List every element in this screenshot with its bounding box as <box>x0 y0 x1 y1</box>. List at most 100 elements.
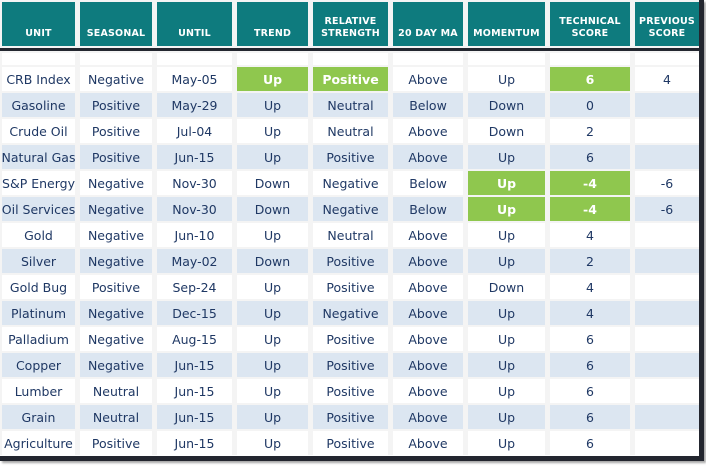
cell-momentum: Up <box>468 353 545 377</box>
spacer-cell-trend <box>237 53 308 65</box>
cell-technical_score: 0 <box>550 93 630 117</box>
cell-trend: Up <box>237 405 308 429</box>
header-cell-seasonal: SEASONAL <box>80 2 152 46</box>
cell-relative_strength: Positive <box>313 249 388 273</box>
cell-twenty_day_ma: Above <box>393 431 463 455</box>
cell-previous_score <box>635 353 699 377</box>
header-underline <box>0 48 699 51</box>
cell-previous_score <box>635 379 699 403</box>
cell-momentum: Down <box>468 93 545 117</box>
spacer-cell-previous_score <box>635 53 699 65</box>
header-cell-momentum: MOMENTUM <box>468 2 545 46</box>
cell-technical_score: 2 <box>550 119 630 143</box>
header-cell-technical_score: TECHNICAL SCORE <box>550 2 630 46</box>
cell-momentum: Down <box>468 119 545 143</box>
cell-seasonal: Negative <box>80 197 152 221</box>
header-cell-twenty_day_ma: 20 DAY MA <box>393 2 463 46</box>
cell-twenty_day_ma: Above <box>393 301 463 325</box>
cell-twenty_day_ma: Above <box>393 249 463 273</box>
cell-unit: Copper <box>2 353 75 377</box>
spacer-cell-relative_strength <box>313 53 388 65</box>
cell-unit: CRB Index <box>2 67 75 91</box>
cell-momentum: Up <box>468 431 545 455</box>
cell-seasonal: Neutral <box>80 405 152 429</box>
cell-momentum: Up <box>468 379 545 403</box>
cell-unit: Palladium <box>2 327 75 351</box>
cell-unit: Gold <box>2 223 75 247</box>
cell-momentum: Up <box>468 171 545 195</box>
cell-until: Sep-24 <box>157 275 232 299</box>
cell-seasonal: Positive <box>80 93 152 117</box>
header-cell-until: UNTIL <box>157 2 232 46</box>
cell-twenty_day_ma: Below <box>393 171 463 195</box>
cell-twenty_day_ma: Above <box>393 405 463 429</box>
cell-unit: Gasoline <box>2 93 75 117</box>
cell-seasonal: Positive <box>80 275 152 299</box>
cell-until: May-29 <box>157 93 232 117</box>
cell-twenty_day_ma: Above <box>393 67 463 91</box>
cell-until: Jun-15 <box>157 379 232 403</box>
cell-trend: Up <box>237 301 308 325</box>
cell-until: May-02 <box>157 249 232 273</box>
cell-until: Jun-15 <box>157 405 232 429</box>
cell-relative_strength: Negative <box>313 197 388 221</box>
spacer-cell-seasonal <box>80 53 152 65</box>
cell-trend: Down <box>237 249 308 273</box>
cell-seasonal: Positive <box>80 431 152 455</box>
cell-relative_strength: Negative <box>313 301 388 325</box>
cell-until: Jul-04 <box>157 119 232 143</box>
cell-technical_score: 6 <box>550 145 630 169</box>
cell-twenty_day_ma: Above <box>393 379 463 403</box>
cell-trend: Up <box>237 353 308 377</box>
cell-momentum: Up <box>468 301 545 325</box>
cell-momentum: Up <box>468 67 545 91</box>
cell-seasonal: Negative <box>80 327 152 351</box>
cell-seasonal: Negative <box>80 353 152 377</box>
cell-trend: Up <box>237 93 308 117</box>
cell-previous_score <box>635 223 699 247</box>
cell-momentum: Up <box>468 145 545 169</box>
header-cell-previous_score: PREVIOUS SCORE <box>635 2 699 46</box>
cell-until: May-05 <box>157 67 232 91</box>
spacer-cell-technical_score <box>550 53 630 65</box>
cell-until: Jun-10 <box>157 223 232 247</box>
cell-previous_score <box>635 249 699 273</box>
cell-relative_strength: Positive <box>313 379 388 403</box>
cell-relative_strength: Positive <box>313 67 388 91</box>
cell-relative_strength: Positive <box>313 405 388 429</box>
cell-unit: Agriculture <box>2 431 75 455</box>
cell-unit: S&P Energy <box>2 171 75 195</box>
cell-relative_strength: Positive <box>313 353 388 377</box>
cell-seasonal: Neutral <box>80 379 152 403</box>
cell-twenty_day_ma: Below <box>393 93 463 117</box>
cell-previous_score <box>635 405 699 429</box>
cell-technical_score: 4 <box>550 301 630 325</box>
technical-score-table: UNIT SEASONAL UNTIL TREND RELATIVE STRENGTH 2… <box>0 0 699 455</box>
cell-seasonal: Negative <box>80 67 152 91</box>
cell-momentum: Down <box>468 275 545 299</box>
cell-technical_score: 2 <box>550 249 630 273</box>
cell-technical_score: 6 <box>550 405 630 429</box>
header-cell-relative_strength: RELATIVE STRENGTH <box>313 2 388 46</box>
cell-twenty_day_ma: Above <box>393 223 463 247</box>
spacer-cell-momentum <box>468 53 545 65</box>
cell-unit: Lumber <box>2 379 75 403</box>
cell-momentum: Up <box>468 405 545 429</box>
cell-unit: Oil Services <box>2 197 75 221</box>
cell-seasonal: Positive <box>80 119 152 143</box>
cell-relative_strength: Neutral <box>313 119 388 143</box>
cell-technical_score: 4 <box>550 275 630 299</box>
cell-twenty_day_ma: Above <box>393 119 463 143</box>
cell-until: Aug-15 <box>157 327 232 351</box>
cell-seasonal: Positive <box>80 145 152 169</box>
cell-trend: Up <box>237 119 308 143</box>
cell-until: Dec-15 <box>157 301 232 325</box>
cell-momentum: Up <box>468 249 545 273</box>
cell-technical_score: 6 <box>550 379 630 403</box>
cell-until: Jun-15 <box>157 431 232 455</box>
cell-trend: Up <box>237 431 308 455</box>
cell-twenty_day_ma: Above <box>393 353 463 377</box>
cell-previous_score: -6 <box>635 197 699 221</box>
cell-unit: Natural Gas <box>2 145 75 169</box>
cell-momentum: Up <box>468 197 545 221</box>
